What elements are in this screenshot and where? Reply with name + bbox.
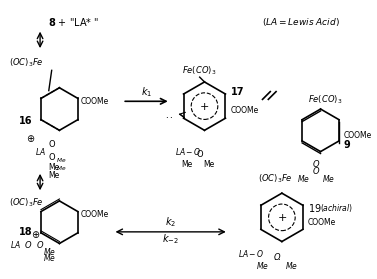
Text: $\oplus$: $\oplus$ xyxy=(31,229,40,240)
Text: $\overset{Me}{\underset{Me}{\ }}$: $\overset{Me}{\underset{Me}{\ }}$ xyxy=(56,156,67,173)
Text: Me: Me xyxy=(48,171,59,180)
Text: $\oplus$: $\oplus$ xyxy=(26,133,35,144)
Text: $(OC)_3Fe$: $(OC)_3Fe$ xyxy=(9,197,44,209)
Text: Me: Me xyxy=(48,163,59,172)
Text: $Me$: $Me$ xyxy=(322,173,335,184)
Text: Me: Me xyxy=(181,160,193,169)
Text: $O$: $O$ xyxy=(312,158,320,169)
Text: $k_1$: $k_1$ xyxy=(141,85,152,98)
Text: $O$: $O$ xyxy=(312,165,320,176)
Text: $LA-O$: $LA-O$ xyxy=(175,146,202,157)
Text: COOMe: COOMe xyxy=(308,218,336,227)
Text: $Me$: $Me$ xyxy=(285,260,298,271)
Text: $LA-O$: $LA-O$ xyxy=(238,248,265,259)
Text: $\underset{}{LA}$: $\underset{}{LA}$ xyxy=(35,147,46,156)
Text: 17: 17 xyxy=(231,86,244,97)
Text: $Fe(CO)_3$: $Fe(CO)_3$ xyxy=(182,64,217,77)
Text: 18: 18 xyxy=(19,227,32,237)
Text: $+$: $+$ xyxy=(277,212,287,223)
Text: $(OC)_3Fe$: $(OC)_3Fe$ xyxy=(258,172,292,185)
Text: $Fe(CO)_3$: $Fe(CO)_3$ xyxy=(308,93,343,106)
Text: O: O xyxy=(48,140,55,149)
Text: O: O xyxy=(196,150,203,159)
Text: $k_{-2}$: $k_{-2}$ xyxy=(162,232,179,246)
Text: COOMe: COOMe xyxy=(81,97,109,106)
Text: $O$: $O$ xyxy=(36,239,44,250)
Text: COOMe: COOMe xyxy=(231,107,259,116)
Text: $k_2$: $k_2$ xyxy=(165,215,176,229)
Text: $Me$: $Me$ xyxy=(297,173,310,184)
Text: $LA$: $LA$ xyxy=(11,239,21,250)
Text: O: O xyxy=(48,153,55,162)
Text: 16: 16 xyxy=(19,116,32,126)
Text: $19$: $19$ xyxy=(308,202,322,214)
Text: $(LA = Lewis\ Acid)$: $(LA = Lewis\ Acid)$ xyxy=(262,16,340,28)
Text: $(OC)_3Fe$: $(OC)_3Fe$ xyxy=(9,56,44,69)
Text: $Me$: $Me$ xyxy=(256,260,269,271)
Text: $O$: $O$ xyxy=(273,251,281,261)
Text: Me: Me xyxy=(204,160,215,169)
Text: $O$: $O$ xyxy=(25,239,32,250)
Text: $\mathbf{8}$ + "LA* ": $\mathbf{8}$ + "LA* " xyxy=(48,16,100,28)
Text: COOMe: COOMe xyxy=(81,210,109,219)
Text: 9: 9 xyxy=(344,140,351,150)
Text: $+$: $+$ xyxy=(199,101,210,112)
Text: $\cdot\cdot$: $\cdot\cdot$ xyxy=(273,254,281,263)
Text: COOMe: COOMe xyxy=(344,131,372,140)
Text: $(achiral)$: $(achiral)$ xyxy=(320,202,352,214)
Text: $Me$: $Me$ xyxy=(43,246,56,257)
Text: $\cdot\cdot$: $\cdot\cdot$ xyxy=(165,111,173,120)
Text: $Me$: $Me$ xyxy=(43,252,56,263)
